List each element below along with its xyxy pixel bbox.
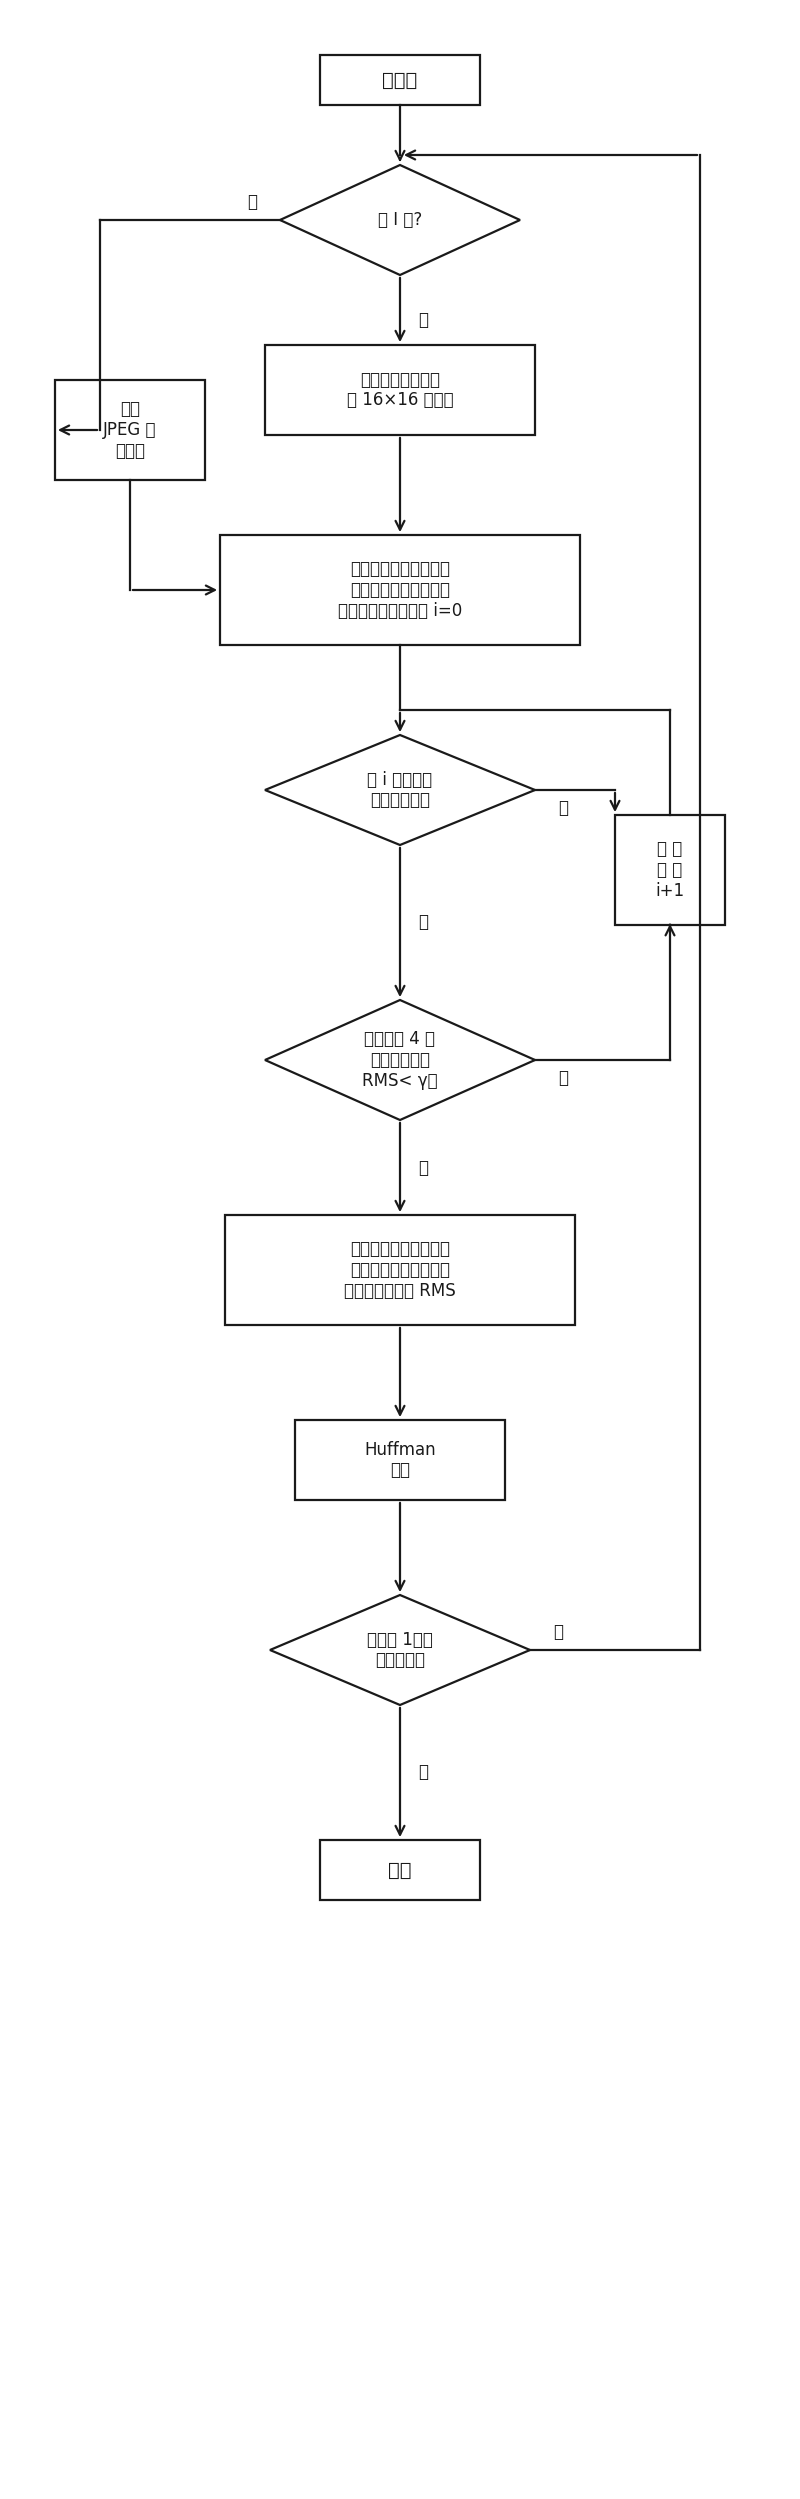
Bar — [265, 345, 535, 435]
Text: 第 i 个宏块，
超出宏块数？: 第 i 个宏块， 超出宏块数？ — [367, 770, 433, 810]
Polygon shape — [265, 1000, 535, 1120]
Text: 结束: 结束 — [388, 1859, 412, 1879]
Text: 假: 假 — [553, 1622, 563, 1642]
Polygon shape — [265, 735, 535, 845]
Text: 按照下一级子块模式划
分顺序，匹配每一个子
块，得到最小的 RMS: 按照下一级子块模式划 分顺序，匹配每一个子 块，得到最小的 RMS — [344, 1240, 456, 1299]
Bar — [225, 1215, 575, 1324]
Text: 依次按照 4 种
模式计算判断
RMS< γ？: 依次按照 4 种 模式计算判断 RMS< γ？ — [362, 1030, 438, 1090]
Text: 将图像划分为若干
个 16×16 的宏块: 将图像划分为若干 个 16×16 的宏块 — [346, 370, 454, 410]
Text: Huffman
编码: Huffman 编码 — [364, 1439, 436, 1479]
Text: 帧数加 1，为
最后一帧？: 帧数加 1，为 最后一帧？ — [367, 1632, 433, 1669]
Text: 保 存
参 数
i+1: 保 存 参 数 i+1 — [655, 840, 685, 900]
Bar — [295, 1419, 505, 1499]
Text: 真: 真 — [558, 1070, 568, 1087]
Bar — [320, 55, 480, 105]
Bar — [615, 815, 725, 925]
Text: 假: 假 — [418, 915, 428, 932]
Bar — [320, 1839, 480, 1899]
Text: 假: 假 — [418, 1160, 428, 1177]
Polygon shape — [280, 165, 520, 275]
Text: 真: 真 — [418, 1764, 428, 1782]
Text: 为 I 帧?: 为 I 帧? — [378, 210, 422, 230]
Text: 假: 假 — [418, 310, 428, 330]
Text: 计算中间目中与子块有
关的值；计算前一帧中
与父块有关的值；令 i=0: 计算中间目中与子块有 关的值；计算前一帧中 与父块有关的值；令 i=0 — [338, 560, 462, 620]
Text: 中间目: 中间目 — [382, 70, 418, 90]
Bar — [55, 380, 205, 480]
Text: 类似
JPEG 处
理方式: 类似 JPEG 处 理方式 — [103, 400, 157, 460]
Text: 真: 真 — [247, 192, 257, 210]
Polygon shape — [270, 1594, 530, 1704]
Text: 真: 真 — [558, 800, 568, 817]
Bar — [220, 535, 580, 645]
